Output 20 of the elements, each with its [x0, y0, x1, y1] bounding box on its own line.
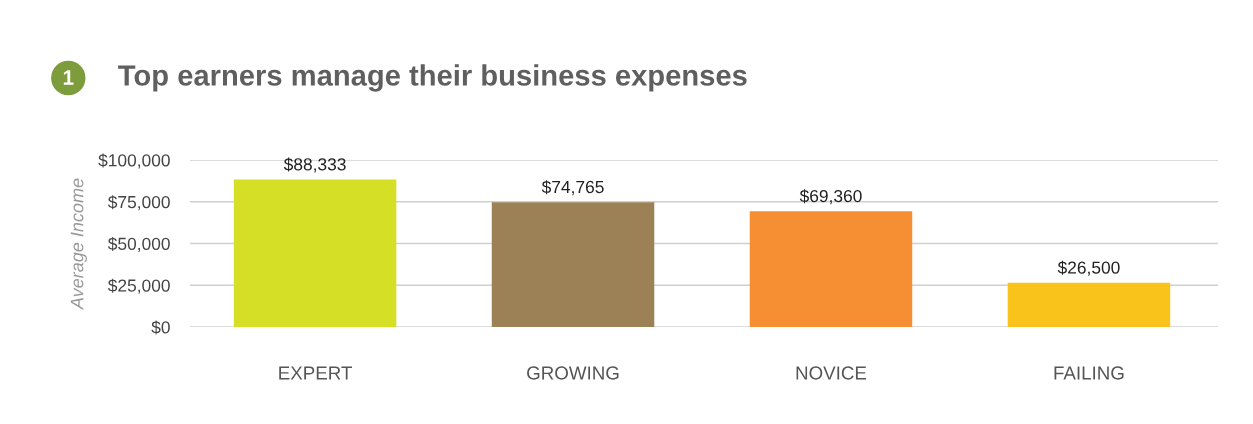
- chart-title: Top earners manage their business expenses: [118, 64, 747, 92]
- y-tick-label: $75,000: [107, 195, 170, 211]
- y-tick-label: $100,000: [98, 153, 170, 169]
- data-label: $26,500: [1057, 260, 1120, 276]
- y-tick-label: $0: [151, 320, 170, 335]
- text: 1: [63, 70, 74, 85]
- y-tick-label: $50,000: [107, 236, 170, 253]
- x-tick-label: EXPERT: [279, 366, 352, 380]
- bar: [1007, 282, 1171, 327]
- bar: [233, 179, 397, 327]
- data-label: $69,360: [799, 189, 862, 205]
- bar: [491, 202, 655, 327]
- data-label: $74,765: [541, 180, 604, 196]
- x-tick-label: FAILING: [1054, 366, 1124, 380]
- y-axis-title: Average Income: [70, 178, 87, 310]
- x-tick-label: NOVICE: [796, 366, 867, 380]
- x-tick-label: GROWING: [527, 366, 619, 380]
- bar: [749, 211, 913, 327]
- data-label: $88,333: [283, 157, 346, 173]
- y-tick-label: $25,000: [107, 278, 170, 294]
